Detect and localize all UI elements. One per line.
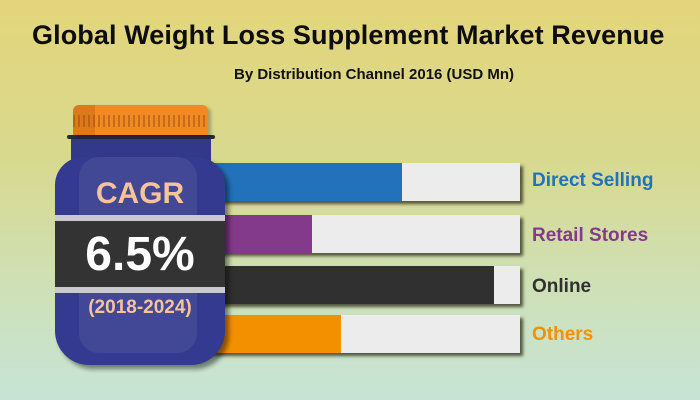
bar-track-retail-stores — [200, 215, 520, 253]
jar-cap — [73, 105, 208, 135]
chart-subtitle: By Distribution Channel 2016 (USD Mn) — [234, 66, 515, 83]
label-stripe-top — [55, 215, 225, 221]
bar-label-online: Online — [532, 276, 592, 297]
supplement-jar-illustration: CAGR 6.5% (2018-2024) — [55, 105, 227, 365]
chart-title: Global Weight Loss Supplement Market Rev… — [32, 20, 665, 50]
bar-track-others — [200, 315, 520, 353]
cagr-label: CAGR — [95, 177, 185, 210]
bar-label-others: Others — [532, 324, 594, 345]
label-band — [55, 221, 225, 287]
bar-fill-online — [200, 266, 495, 304]
jar-body: CAGR 6.5% (2018-2024) — [55, 157, 225, 365]
bar-label-direct-selling: Direct Selling — [532, 170, 654, 191]
cagr-period: (2018-2024) — [88, 297, 192, 318]
bar-track-online — [200, 266, 520, 304]
bar-fill-direct-selling — [200, 163, 402, 201]
jar-rim — [67, 135, 215, 139]
label-stripe-bottom — [55, 287, 225, 293]
bar-track-direct-selling — [200, 163, 520, 201]
cagr-value: 6.5% — [85, 228, 195, 281]
bar-label-retail-stores: Retail Stores — [532, 225, 649, 246]
